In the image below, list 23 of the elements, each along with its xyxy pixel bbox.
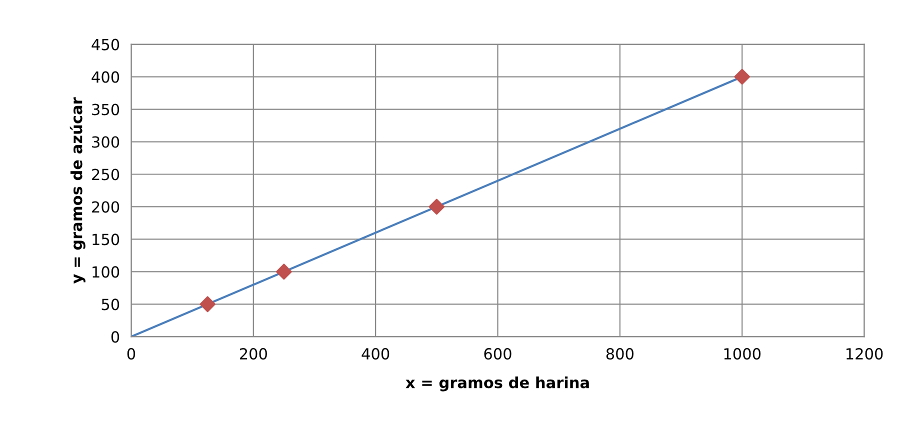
x-tick-label: 1200 bbox=[846, 348, 883, 360]
y-tick-label: 400 bbox=[92, 71, 120, 83]
x-tick-label: 400 bbox=[362, 348, 390, 360]
x-tick-label: 0 bbox=[127, 348, 136, 360]
y-tick-label: 300 bbox=[92, 136, 120, 148]
y-tick-label: 350 bbox=[92, 104, 120, 116]
y-axis-title: y = gramos de azúcar bbox=[70, 97, 86, 284]
x-tick-label: 1000 bbox=[724, 348, 761, 360]
x-tick-label: 800 bbox=[606, 348, 634, 360]
x-axis-title: x = gramos de harina bbox=[406, 376, 589, 392]
y-tick-label: 200 bbox=[92, 201, 120, 213]
point bbox=[734, 68, 750, 85]
y-tick-label: 100 bbox=[92, 266, 120, 278]
point bbox=[200, 296, 216, 312]
x-tick-label: 200 bbox=[240, 348, 267, 360]
y-tick-label: 0 bbox=[111, 331, 120, 343]
y-tick-label: 150 bbox=[92, 234, 120, 246]
y-tick-label: 450 bbox=[92, 38, 120, 50]
point bbox=[276, 264, 292, 280]
y-tick-label: 50 bbox=[102, 298, 120, 310]
x-tick-label: 600 bbox=[484, 348, 512, 360]
point bbox=[428, 198, 445, 215]
y-tick-label: 250 bbox=[92, 168, 120, 180]
